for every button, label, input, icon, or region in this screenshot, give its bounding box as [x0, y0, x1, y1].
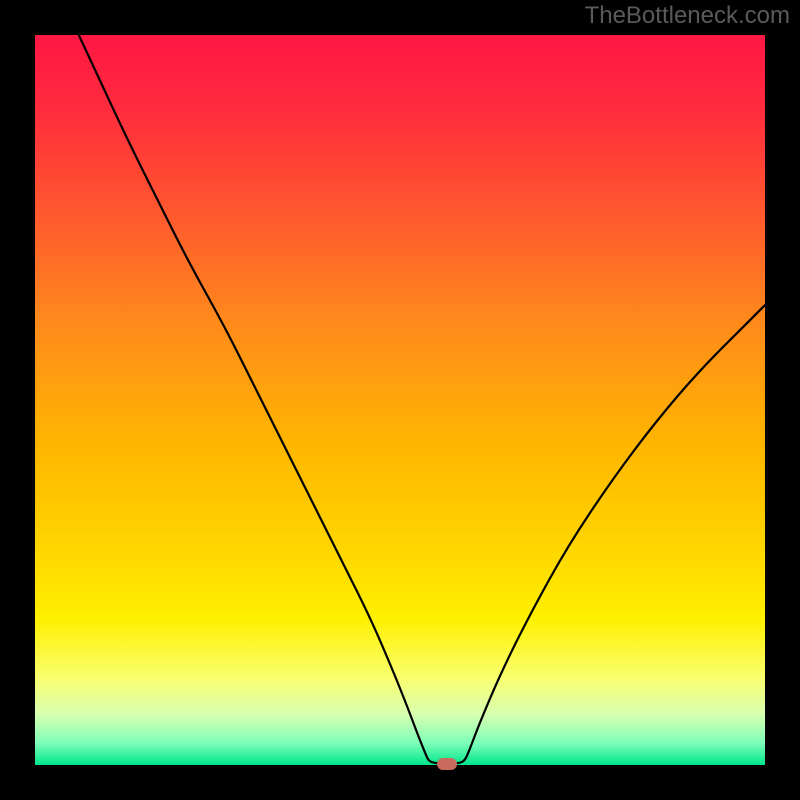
gradient-background	[35, 35, 765, 765]
optimal-point-marker	[437, 758, 457, 770]
watermark-text: TheBottleneck.com	[585, 2, 790, 30]
bottleneck-chart	[35, 35, 765, 765]
